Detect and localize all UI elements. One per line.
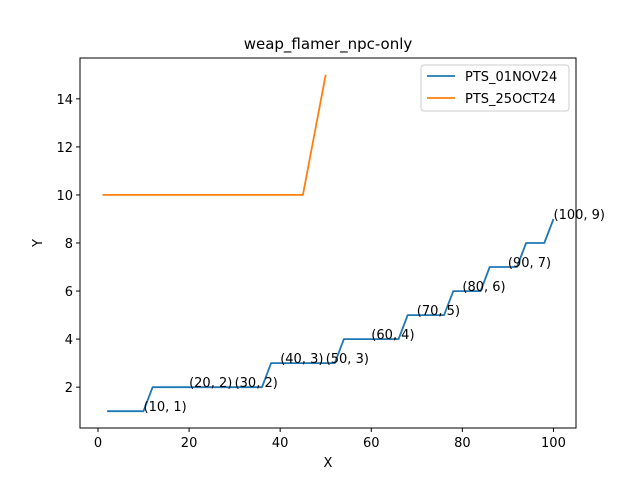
data-label-2: (20, 2) <box>189 376 232 391</box>
y-tick-label-6: 12 <box>56 141 73 156</box>
data-label-10: (100, 9) <box>554 208 606 223</box>
y-tick-label-7: 14 <box>56 93 73 108</box>
legend: PTS_01NOV24 PTS_25OCT24 <box>420 64 570 112</box>
data-label-5: (50, 3) <box>326 352 369 367</box>
x-tick-label-1: 0 <box>94 436 102 451</box>
plot-frame <box>79 57 577 429</box>
y-tick-label-4: 8 <box>65 237 73 252</box>
legend-label-2: PTS_25OCT24 <box>465 92 556 107</box>
x-tick-label-2: 20 <box>181 436 198 451</box>
x-tick-label-5: 80 <box>454 436 471 451</box>
data-label-1: (10, 1) <box>144 400 187 415</box>
legend-label-1: PTS_01NOV24 <box>465 70 557 85</box>
series-line-2 <box>102 74 327 196</box>
data-label-6: (60, 4) <box>371 328 414 343</box>
data-label-4: (40, 3) <box>280 352 323 367</box>
y-tick-label-2: 4 <box>65 333 73 348</box>
x-axis-label: X <box>324 456 333 471</box>
data-label-9: (90, 7) <box>508 256 551 271</box>
chart-title: weap_flamer_npc-only <box>244 35 413 54</box>
data-label-8: (80, 6) <box>462 280 505 295</box>
legend-box <box>420 64 570 112</box>
y-axis-label: Y <box>31 239 46 248</box>
x-tick-label-6: 100 <box>541 436 566 451</box>
y-axis: 2 4 6 8 10 12 14 <box>56 93 80 396</box>
series-line-1 <box>107 218 555 413</box>
y-tick-label-3: 6 <box>65 285 73 300</box>
y-tick-label-1: 2 <box>65 381 73 396</box>
x-tick-label-3: 40 <box>272 436 289 451</box>
y-tick-label-5: 10 <box>56 189 73 204</box>
plot-area: (10, 1)(20, 2) (30, 2)(40, 3) (50, 3)(60, … <box>102 74 606 415</box>
x-axis: 0 20 40 60 80 100 <box>94 428 566 451</box>
data-label-3: (30, 2) <box>235 376 278 391</box>
data-label-7: (70, 5) <box>417 304 460 319</box>
x-tick-label-4: 60 <box>363 436 380 451</box>
